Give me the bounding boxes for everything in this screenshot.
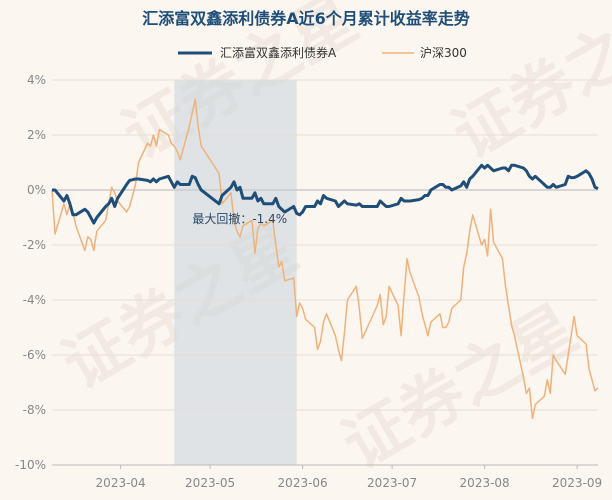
y-tick-label: -6% — [23, 348, 46, 362]
x-tick-label: 2023-06 — [278, 476, 328, 490]
series-line-fund — [52, 163, 599, 225]
max-drawdown-label: 最大回撤：-1.4% — [192, 211, 287, 226]
drawdown-band — [174, 80, 297, 465]
plot-area: 4% 2% 0% -2% -4% -6% -8% -10% 2023-04 2023-05 2023… — [15, 73, 602, 490]
y-tick-label: 2% — [27, 128, 46, 142]
legend: 汇添富双鑫添利债券A 沪深300 — [178, 45, 467, 60]
chart-title: 汇添富双鑫添利债券A近6个月累计收益率走势 — [142, 9, 470, 28]
x-tick-label: 2023-05 — [185, 476, 235, 490]
legend-label-index: 沪深300 — [420, 46, 467, 60]
x-tick-label: 2023-08 — [460, 476, 510, 490]
y-tick-label: -2% — [23, 238, 46, 252]
watermark-layer: 证券之星证券之星证券之星证券之星 — [51, 0, 612, 484]
y-tick-label: -10% — [15, 458, 46, 472]
x-tick-label: 2023-07 — [367, 476, 417, 490]
series-line-index — [51, 98, 599, 420]
y-tick-label: -4% — [23, 293, 46, 307]
x-tick-label: 2023-09 — [552, 476, 602, 490]
y-tick-label: 4% — [27, 73, 46, 87]
y-tick-label: -8% — [23, 403, 46, 417]
x-tick-label: 2023-04 — [96, 476, 146, 490]
y-tick-label: 0% — [27, 183, 46, 197]
legend-label-fund: 汇添富双鑫添利债券A — [220, 45, 337, 60]
